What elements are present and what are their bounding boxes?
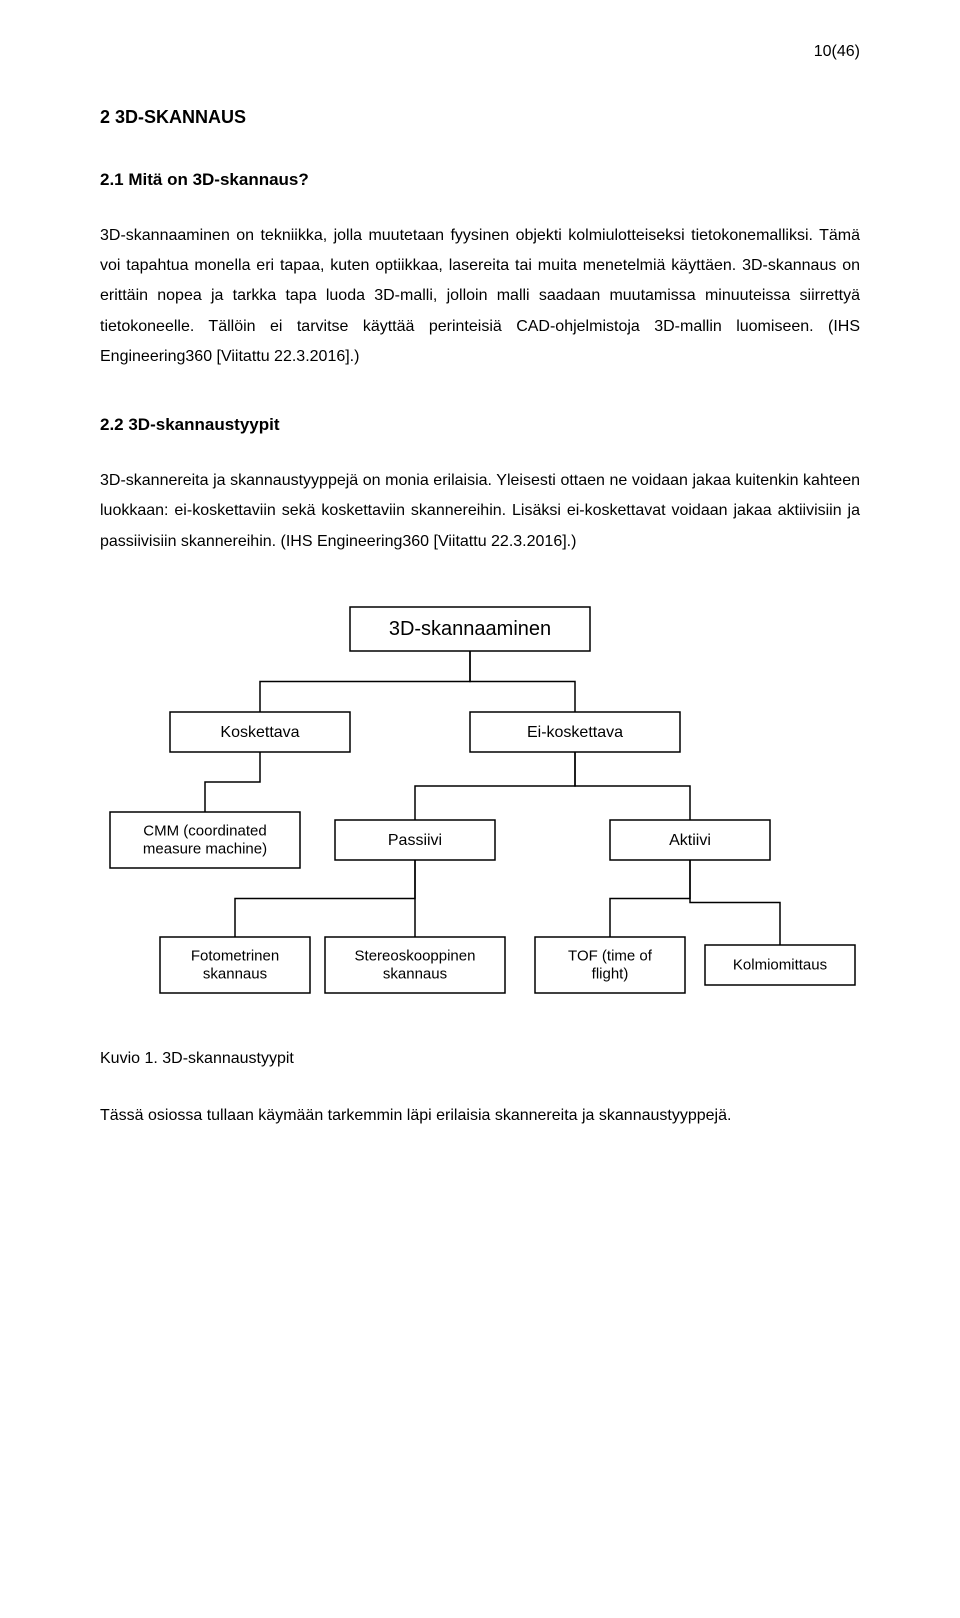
paragraph-2: 3D-skannereita ja skannaustyyppejä on mo… — [100, 466, 860, 557]
tree-diagram: 3D-skannaaminen Koskettava Ei-koskettava CM… — [100, 597, 860, 1027]
paragraph-3: Tässä osiossa tullaan käymään tarkemmin … — [100, 1101, 860, 1131]
svg-text:Passiivi: Passiivi — [388, 832, 442, 849]
tree-svg: 3D-skannaaminen Koskettava Ei-koskettava CM… — [100, 597, 860, 1027]
svg-text:Stereoskooppinen: Stereoskooppinen — [355, 948, 476, 965]
page-number: 10(46) — [100, 40, 860, 64]
svg-text:3D-skannaaminen: 3D-skannaaminen — [389, 618, 551, 640]
svg-text:skannaus: skannaus — [383, 966, 447, 983]
figure-caption: Kuvio 1. 3D-skannaustyypit — [100, 1047, 860, 1071]
svg-text:Koskettava: Koskettava — [220, 724, 299, 741]
paragraph-1: 3D-skannaaminen on tekniikka, jolla muut… — [100, 221, 860, 373]
heading-section-1: 2.1 Mitä on 3D-skannaus? — [100, 167, 860, 193]
svg-text:skannaus: skannaus — [203, 966, 267, 983]
heading-section-2: 2.2 3D-skannaustyypit — [100, 412, 860, 438]
svg-text:Kolmiomittaus: Kolmiomittaus — [733, 957, 827, 974]
svg-text:TOF (time of: TOF (time of — [568, 948, 653, 965]
svg-text:Ei-koskettava: Ei-koskettava — [527, 724, 623, 741]
svg-text:Fotometrinen: Fotometrinen — [191, 948, 279, 965]
svg-text:Aktiivi: Aktiivi — [669, 832, 711, 849]
heading-chapter: 2 3D-SKANNAUS — [100, 104, 860, 131]
svg-text:flight): flight) — [592, 966, 629, 983]
svg-text:measure machine): measure machine) — [143, 841, 267, 858]
svg-text:CMM (coordinated: CMM (coordinated — [143, 823, 266, 840]
